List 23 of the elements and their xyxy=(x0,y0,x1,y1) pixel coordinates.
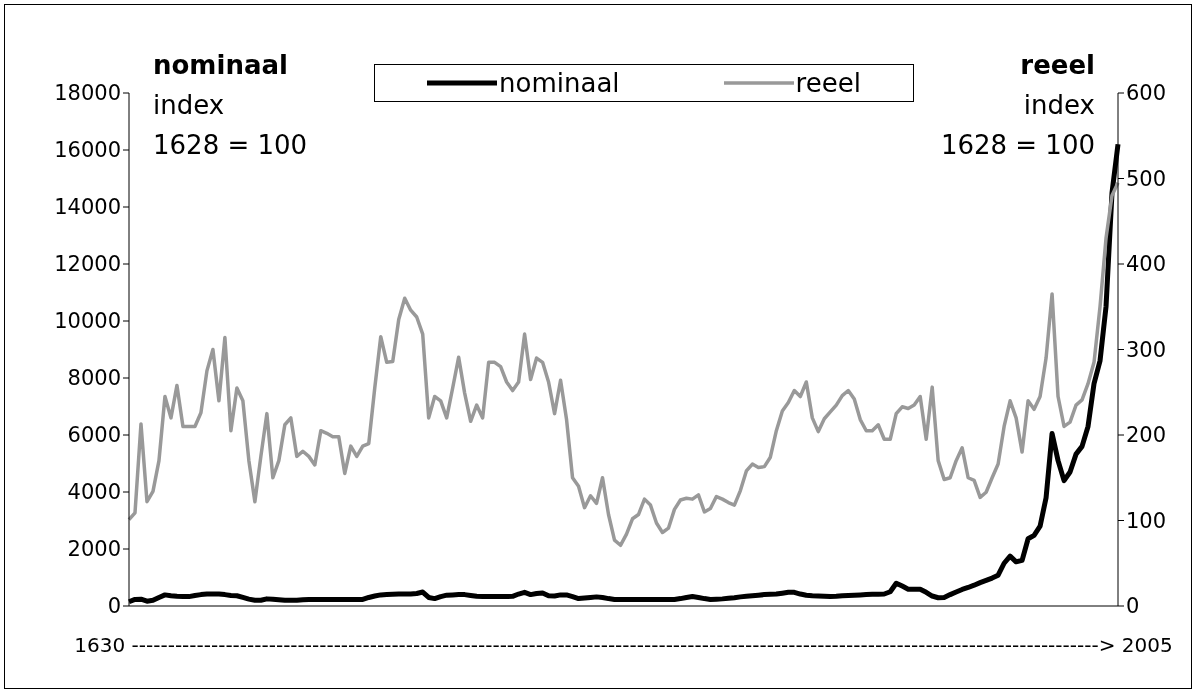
y2-axis-title: reeel index 1628 = 100 xyxy=(940,49,1095,162)
y-tick-label: 4000 xyxy=(67,480,121,505)
y2-tick-label: 200 xyxy=(1126,423,1167,448)
x-axis-title: 1630 --------------------------------------------------------------------------------------------------------------------------------------> 2005 xyxy=(74,633,1173,658)
y2-tick-label: 400 xyxy=(1126,252,1167,277)
y-tick-label: 14000 xyxy=(54,195,121,220)
y2-tick-label: 500 xyxy=(1126,166,1167,191)
y-tick-label: 6000 xyxy=(67,423,121,448)
y-tick-label: 0 xyxy=(107,594,121,619)
line-series xyxy=(127,181,1120,548)
y-axis-title: nominaal index 1628 = 100 xyxy=(153,49,308,162)
y2-tick-label: 100 xyxy=(1126,508,1167,533)
legend-label: nominaal xyxy=(499,68,620,98)
legend-label: reeel xyxy=(795,68,861,98)
y2-tick-label: 300 xyxy=(1126,337,1167,362)
y2-tick-label: 600 xyxy=(1126,81,1167,106)
y-tick-label: 16000 xyxy=(54,138,121,163)
y-tick-label: 10000 xyxy=(54,309,121,334)
y-tick-label: 8000 xyxy=(67,366,121,391)
y-tick-label: 12000 xyxy=(54,252,121,277)
y-tick-label: 18000 xyxy=(54,81,121,106)
y2-tick-label: 0 xyxy=(1126,594,1140,619)
y-tick-label: 2000 xyxy=(67,537,121,562)
